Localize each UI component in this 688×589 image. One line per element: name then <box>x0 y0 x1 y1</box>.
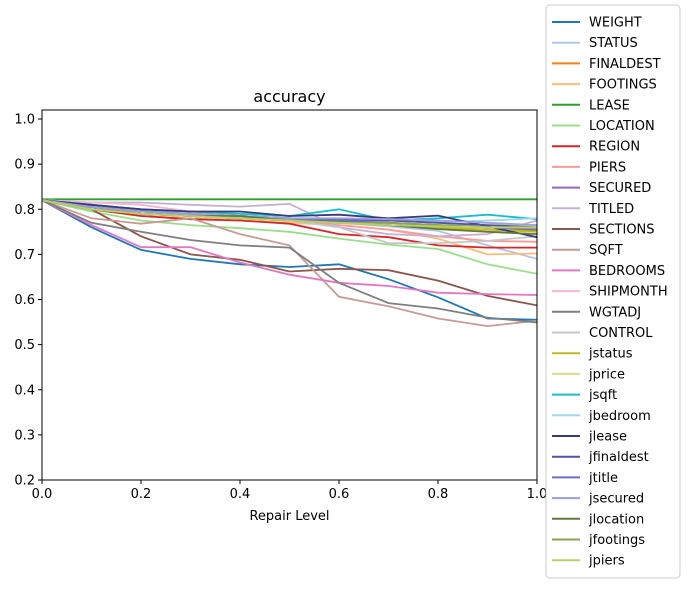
legend-item-sqft: SQFT <box>552 243 623 258</box>
legend-label: SHIPMONTH <box>589 285 668 300</box>
y-tick-label: 0.9 <box>14 158 35 173</box>
legend-label: LEASE <box>589 98 630 113</box>
legend-item-finaldest: FINALDEST <box>552 57 661 72</box>
legend-item-weight: WEIGHT <box>552 16 642 31</box>
series-line-weight <box>42 199 537 321</box>
legend-item-jbedroom: jbedroom <box>552 409 651 424</box>
legend-label: BEDROOMS <box>589 264 665 279</box>
legend-label: jsecured <box>588 492 644 507</box>
y-tick-label: 0.4 <box>14 383 35 398</box>
legend-label: CONTROL <box>589 326 653 341</box>
legend-item-shipmonth: SHIPMONTH <box>552 285 668 300</box>
series-line-sqft <box>42 199 537 328</box>
legend-label: SECURED <box>589 181 651 196</box>
x-axis: 0.0 0.2 0.4 0.6 0.8 1.0 <box>32 480 548 502</box>
series-line-wgtadj <box>42 199 537 324</box>
plot-frame <box>41 109 538 481</box>
series-line-titled <box>42 199 537 238</box>
legend-item-jlocation: jlocation <box>552 512 644 527</box>
legend-label: jlease <box>588 430 627 445</box>
y-tick-label: 0.3 <box>14 428 35 443</box>
legend-item-region: REGION <box>552 140 640 155</box>
y-axis: 0.2 0.3 0.4 0.5 0.6 0.7 0.8 0.9 1.0 <box>14 113 42 489</box>
x-tick-label: 1.0 <box>527 487 548 502</box>
legend-item-wgtadj: WGTADJ <box>552 305 641 320</box>
legend-label: jsqft <box>588 388 617 403</box>
legend-label: FOOTINGS <box>589 78 657 93</box>
y-tick-label: 0.7 <box>14 248 35 263</box>
plot-lines <box>42 198 537 328</box>
legend-item-jstatus: jstatus <box>552 347 633 362</box>
legend-label: WGTADJ <box>589 305 641 320</box>
legend-label: STATUS <box>589 36 638 51</box>
series-line-sections <box>42 199 537 307</box>
legend-item-jprice: jprice <box>552 367 625 382</box>
legend-item-footings: FOOTINGS <box>552 78 657 93</box>
legend-label: jstatus <box>588 347 633 362</box>
y-tick-label: 0.2 <box>14 474 35 489</box>
x-tick-label: 0.8 <box>428 487 449 502</box>
legend-label: FINALDEST <box>589 57 661 72</box>
legend-item-location: LOCATION <box>552 119 655 134</box>
legend-label: PIERS <box>589 160 626 175</box>
legend-label: jbedroom <box>588 409 651 424</box>
legend-item-status: STATUS <box>552 36 638 51</box>
legend-label: WEIGHT <box>589 16 642 31</box>
legend-frame <box>545 4 681 579</box>
legend-label: jfootings <box>588 533 645 548</box>
legend-item-secured: SECURED <box>552 181 651 196</box>
legend-item-control: CONTROL <box>552 326 653 341</box>
legend: WEIGHT STATUS FINALDEST FOOTINGS LEASE LOCATI… <box>545 4 681 579</box>
x-tick-label: 0.0 <box>32 487 53 502</box>
x-axis-label: Repair Level <box>249 509 329 524</box>
legend-label: LOCATION <box>589 119 655 134</box>
legend-label: jtitle <box>588 471 618 486</box>
legend-label: jpiers <box>588 554 625 569</box>
x-tick-label: 0.2 <box>131 487 152 502</box>
x-tick-label: 0.6 <box>329 487 350 502</box>
legend-item-titled: TITLED <box>552 202 634 217</box>
legend-item-sections: SECTIONS <box>552 223 655 238</box>
legend-item-jsecured: jsecured <box>552 492 644 507</box>
y-tick-label: 0.5 <box>14 338 35 353</box>
x-tick-label: 0.4 <box>230 487 251 502</box>
series-line-location <box>42 199 537 275</box>
series-line-jsecured <box>42 199 537 226</box>
legend-item-jfootings: jfootings <box>552 533 645 548</box>
legend-item-jfinaldest: jfinaldest <box>552 450 649 465</box>
series-line-jpiers <box>42 199 537 229</box>
legend-item-jlease: jlease <box>552 430 627 445</box>
legend-label: SECTIONS <box>589 223 655 238</box>
y-tick-label: 0.6 <box>14 293 35 308</box>
legend-label: REGION <box>589 140 640 155</box>
legend-item-lease: LEASE <box>552 98 630 113</box>
series-line-region <box>42 199 537 249</box>
chart-title: accuracy <box>253 87 325 106</box>
y-tick-label: 0.8 <box>14 203 35 218</box>
legend-label: SQFT <box>589 243 623 258</box>
legend-item-bedrooms: BEDROOMS <box>552 264 665 279</box>
legend-label: jprice <box>588 367 625 382</box>
legend-item-piers: PIERS <box>552 160 626 175</box>
legend-item-jpiers: jpiers <box>552 554 625 569</box>
legend-label: TITLED <box>588 202 634 217</box>
legend-item-jtitle: jtitle <box>552 471 618 486</box>
y-tick-label: 1.0 <box>14 113 35 128</box>
legend-label: jfinaldest <box>588 450 649 465</box>
series-line-bedrooms <box>42 199 537 296</box>
legend-item-jsqft: jsqft <box>552 388 617 403</box>
legend-label: jlocation <box>588 512 644 527</box>
series-line-jlease <box>42 199 537 239</box>
